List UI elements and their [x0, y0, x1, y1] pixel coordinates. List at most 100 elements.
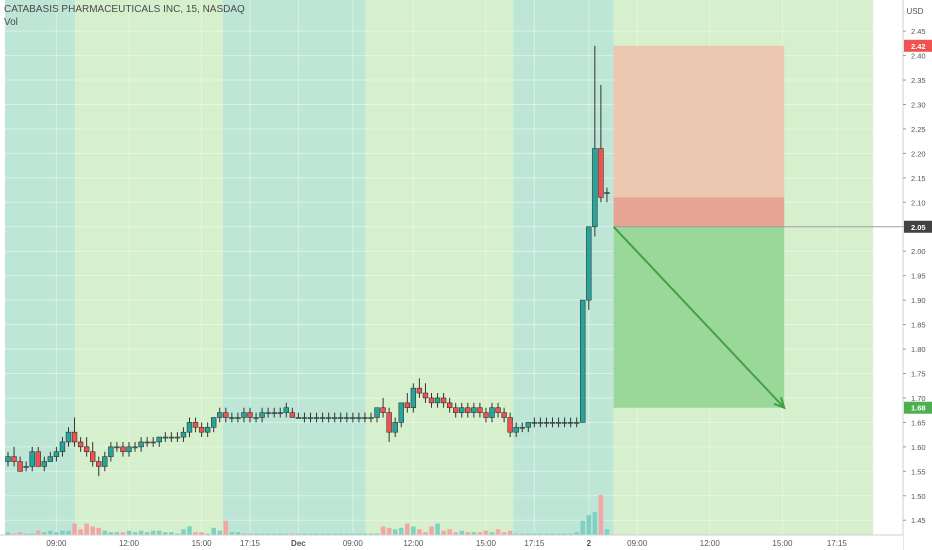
candle[interactable]: [434, 393, 441, 408]
candle[interactable]: [77, 437, 84, 452]
candle[interactable]: [410, 383, 417, 413]
candle[interactable]: [295, 412, 302, 419]
candle[interactable]: [59, 437, 66, 457]
candle[interactable]: [586, 226, 592, 310]
candle[interactable]: [325, 412, 332, 423]
candle[interactable]: [96, 456, 102, 477]
candle[interactable]: [53, 446, 60, 462]
candle[interactable]: [356, 412, 362, 423]
candle[interactable]: [47, 451, 54, 462]
candle[interactable]: [259, 407, 265, 423]
candle[interactable]: [5, 451, 11, 467]
candle[interactable]: [386, 407, 392, 442]
candle[interactable]: [452, 402, 459, 418]
candle[interactable]: [513, 422, 519, 438]
candle[interactable]: [519, 422, 525, 433]
candle[interactable]: [138, 437, 144, 452]
candle[interactable]: [428, 393, 435, 408]
candle[interactable]: [253, 412, 259, 423]
candle[interactable]: [446, 397, 453, 413]
candle[interactable]: [422, 383, 429, 403]
candle[interactable]: [41, 456, 48, 472]
candle[interactable]: [604, 187, 610, 203]
candle[interactable]: [465, 402, 471, 418]
candle[interactable]: [192, 417, 199, 433]
candle[interactable]: [198, 422, 205, 438]
candle[interactable]: [108, 441, 114, 462]
candle[interactable]: [156, 436, 162, 447]
candle[interactable]: [168, 432, 175, 442]
risk-zone[interactable]: [613, 197, 785, 227]
candle[interactable]: [416, 378, 423, 398]
candle[interactable]: [211, 417, 217, 433]
candle[interactable]: [374, 407, 380, 423]
candle[interactable]: [23, 461, 29, 472]
candle[interactable]: [83, 437, 90, 457]
candle[interactable]: [495, 402, 501, 418]
candle[interactable]: [549, 417, 556, 428]
candle[interactable]: [132, 441, 138, 452]
candle[interactable]: [331, 412, 338, 423]
candle[interactable]: [29, 446, 35, 472]
candle[interactable]: [344, 412, 350, 423]
candle[interactable]: [598, 84, 604, 203]
candle[interactable]: [555, 417, 562, 428]
candle[interactable]: [573, 417, 580, 428]
candle[interactable]: [162, 432, 168, 442]
candle[interactable]: [126, 441, 132, 457]
candle[interactable]: [368, 412, 374, 423]
price-axis[interactable]: USD 1.45 1.50 1.55 1.60 1.65 1.70 1.75 1.80 1.85 1…: [902, 0, 932, 550]
candle[interactable]: [11, 446, 17, 467]
candle[interactable]: [17, 456, 23, 472]
candle[interactable]: [174, 432, 181, 442]
candle[interactable]: [180, 427, 187, 442]
candle[interactable]: [283, 402, 289, 418]
candle[interactable]: [223, 407, 229, 423]
candle[interactable]: [561, 417, 568, 428]
candles[interactable]: [5, 45, 610, 477]
candle[interactable]: [265, 407, 271, 418]
candle[interactable]: [525, 422, 532, 433]
candle[interactable]: [71, 417, 78, 447]
candle[interactable]: [114, 441, 120, 452]
candle[interactable]: [319, 412, 326, 423]
candle[interactable]: [404, 393, 410, 413]
candle[interactable]: [537, 417, 544, 428]
candle[interactable]: [567, 417, 574, 428]
candle[interactable]: [471, 402, 477, 418]
candle[interactable]: [459, 402, 465, 418]
candle[interactable]: [204, 422, 211, 438]
candle[interactable]: [241, 407, 247, 423]
candle[interactable]: [235, 412, 241, 423]
candle[interactable]: [580, 299, 586, 423]
candle[interactable]: [501, 407, 507, 423]
candle[interactable]: [217, 407, 223, 423]
candle[interactable]: [440, 393, 447, 408]
candle[interactable]: [483, 407, 489, 423]
candle[interactable]: [338, 412, 344, 423]
candle[interactable]: [350, 412, 356, 423]
candle[interactable]: [65, 427, 72, 447]
candle[interactable]: [398, 402, 404, 428]
candle[interactable]: [301, 412, 308, 423]
time-axis[interactable]: 09:00 12:00 15:00 17:15 Dec 09:00 12:00 15:00 17…: [0, 534, 903, 550]
candle[interactable]: [489, 402, 495, 423]
candle[interactable]: [229, 412, 235, 423]
candle[interactable]: [380, 397, 386, 418]
candle[interactable]: [102, 451, 108, 472]
candle[interactable]: [35, 446, 41, 467]
candle[interactable]: [392, 417, 398, 438]
candle[interactable]: [186, 417, 193, 438]
candle[interactable]: [120, 441, 126, 457]
candle[interactable]: [543, 417, 550, 428]
candle[interactable]: [507, 412, 513, 438]
candle[interactable]: [277, 407, 283, 418]
candle[interactable]: [362, 412, 368, 423]
stop-loss-zone[interactable]: [613, 45, 785, 198]
candle[interactable]: [144, 437, 150, 447]
candle[interactable]: [271, 407, 277, 418]
candle[interactable]: [289, 407, 296, 418]
candle[interactable]: [477, 402, 483, 418]
candle[interactable]: [592, 45, 598, 237]
